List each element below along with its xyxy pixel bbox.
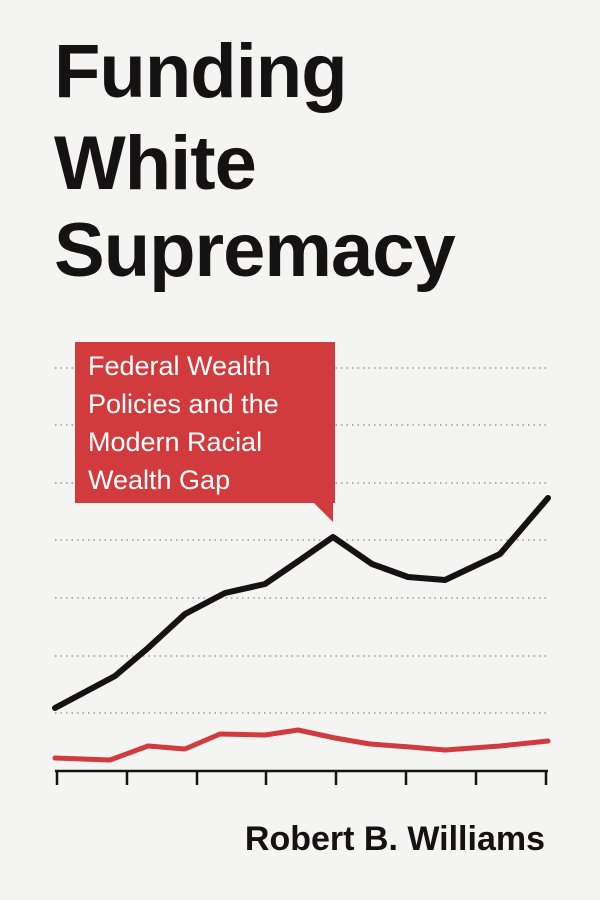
subtitle-line: Wealth Gap bbox=[88, 465, 230, 495]
title-line: Funding bbox=[54, 29, 347, 114]
title-line: Supremacy bbox=[54, 208, 455, 293]
subtitle-line: Federal Wealth bbox=[88, 351, 271, 381]
author: Robert B. Williams bbox=[245, 820, 545, 858]
subtitle-line: Modern Racial bbox=[88, 427, 262, 457]
decorative-line-black bbox=[52, 495, 551, 711]
title-line: White bbox=[54, 121, 256, 206]
subtitle-callout bbox=[75, 342, 335, 522]
subtitle-line: Policies and the bbox=[88, 389, 279, 419]
decorative-line-red bbox=[52, 727, 551, 763]
decorative-axis bbox=[55, 769, 548, 785]
